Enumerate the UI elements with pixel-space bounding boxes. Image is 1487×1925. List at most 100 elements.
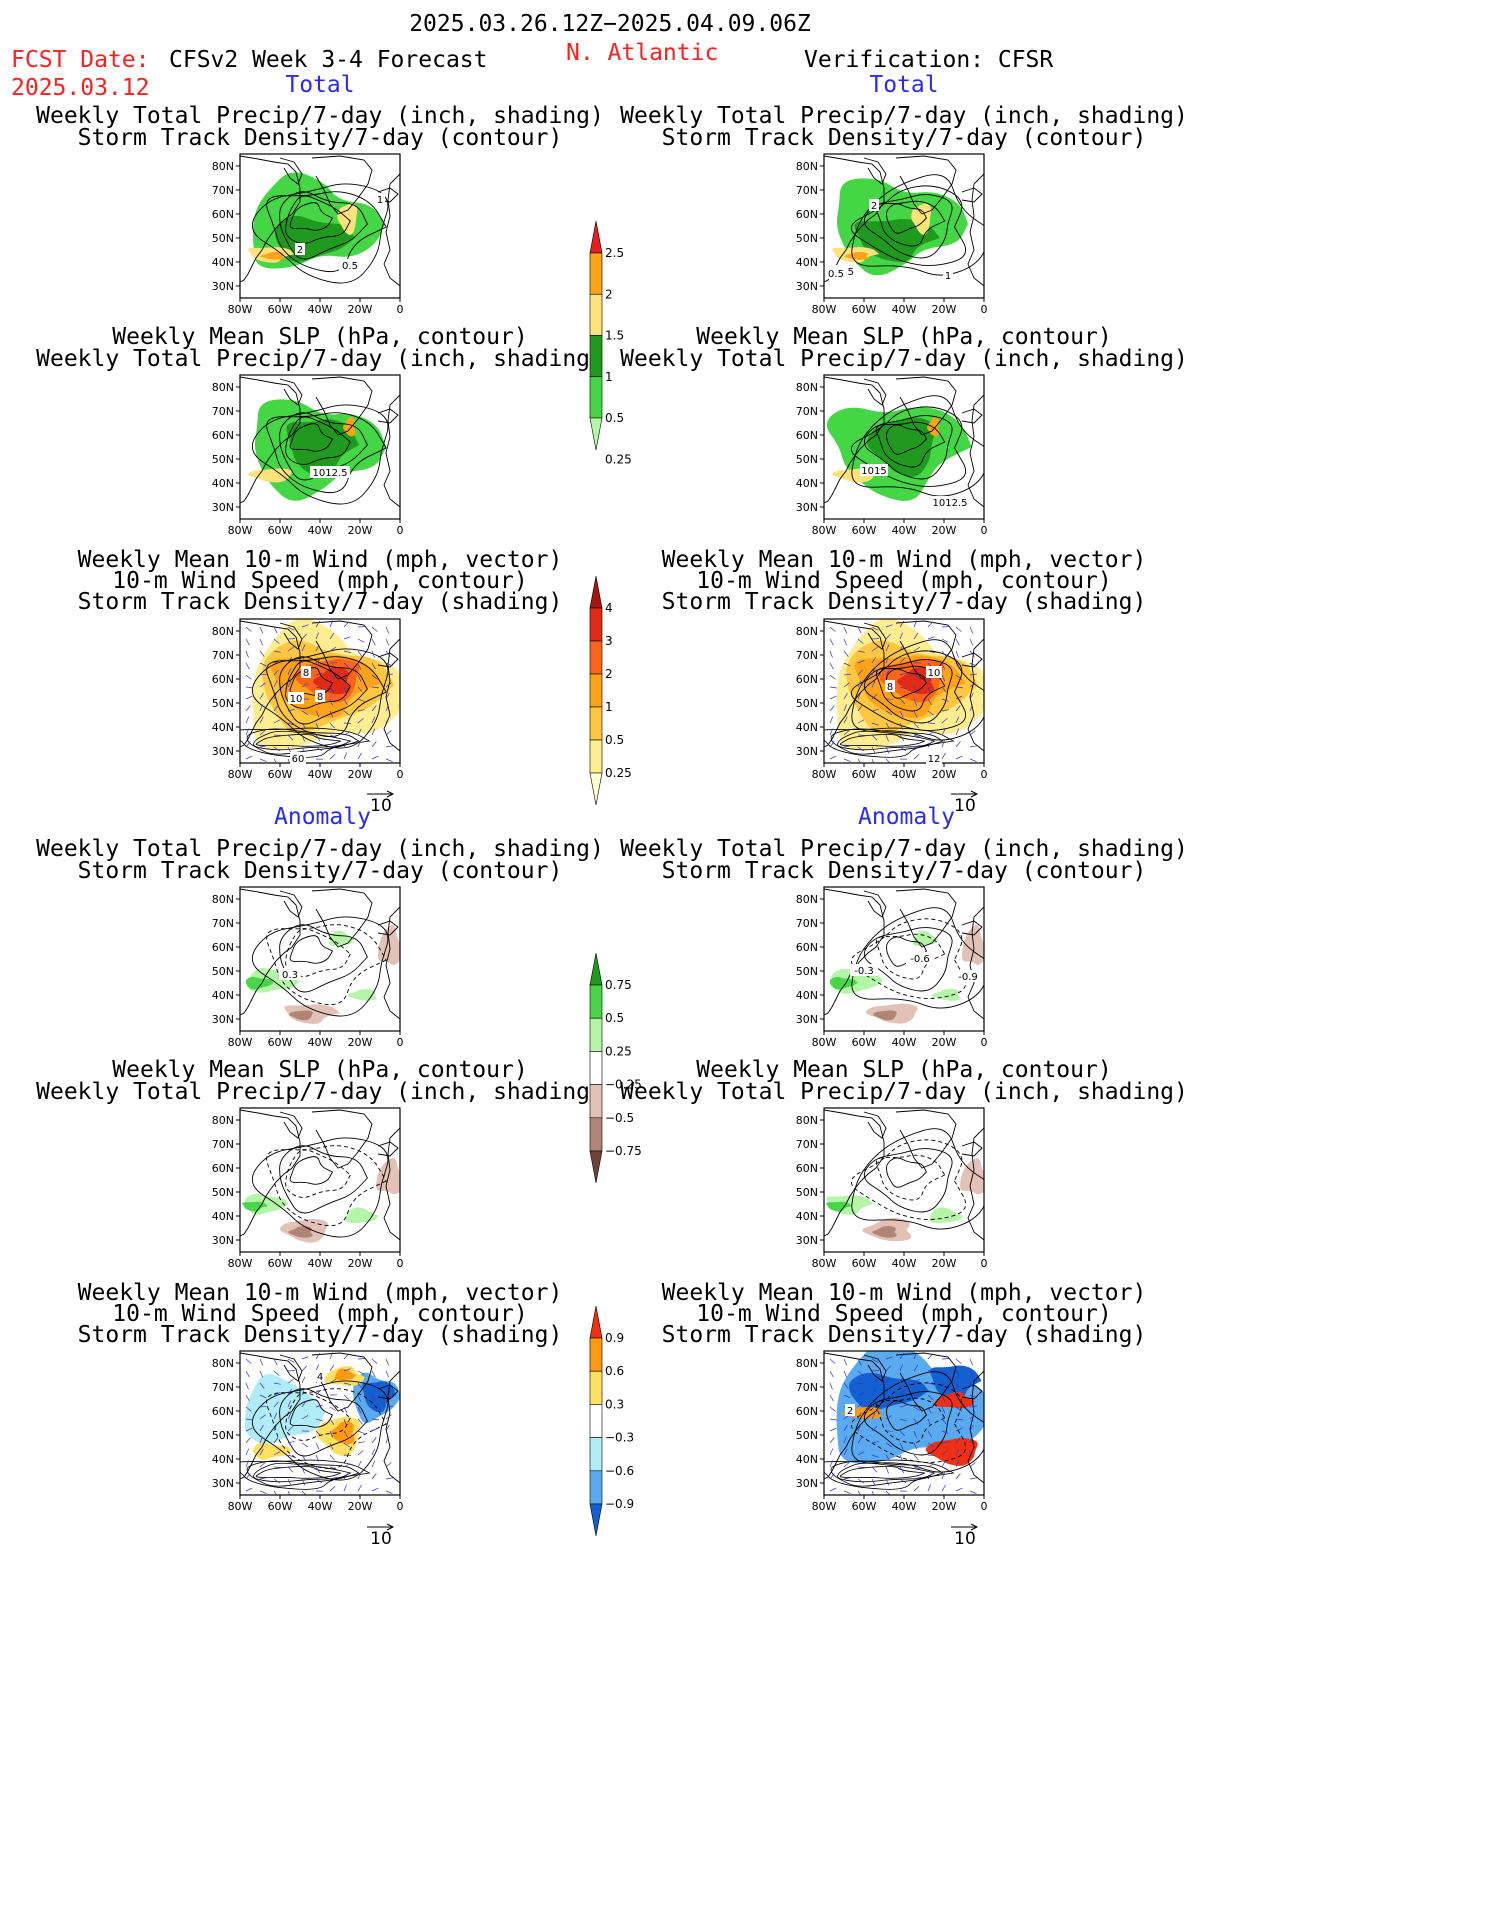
wind-vector — [955, 650, 959, 658]
lat-label-50N: 50N — [212, 1186, 234, 1199]
wind-vector — [969, 650, 975, 657]
lat-label-70N: 70N — [796, 184, 818, 197]
contour-label-bg — [869, 199, 879, 211]
wind-vector — [857, 638, 864, 644]
wind-vector — [955, 1460, 960, 1468]
colorbar-bottom-triangle — [589, 772, 603, 806]
speed-contour-0 — [839, 1466, 925, 1479]
shade-5 — [377, 924, 400, 965]
title-p6-line3: Storm Track Density/7-day (shading) — [77, 1322, 563, 1348]
lon-label-60W: 60W — [268, 1257, 293, 1270]
wind-vector — [899, 1364, 903, 1372]
wind-vector — [287, 1440, 295, 1444]
lat-label-50N: 50N — [796, 1429, 818, 1442]
colorbar-label: 1.5 — [605, 329, 624, 343]
title-p1-line2: Storm Track Density/7-day (contour) — [77, 125, 563, 151]
wind-vector — [829, 1370, 834, 1378]
wind-vector — [871, 1412, 876, 1420]
wind-vector — [843, 1448, 848, 1456]
lon-label-20W: 20W — [932, 1257, 957, 1270]
wind-vector — [273, 680, 278, 688]
contour-1 — [875, 200, 946, 247]
contour-3 — [850, 185, 966, 266]
coastline-2 — [377, 920, 399, 936]
wind-vector — [343, 1368, 351, 1372]
wind-vector — [273, 1412, 278, 1420]
wind-vector — [927, 1406, 932, 1414]
wind-vector — [259, 638, 264, 646]
shade-1 — [849, 1372, 929, 1411]
wind-vector — [885, 1401, 891, 1408]
wind-vector — [315, 734, 321, 742]
coastline-3 — [383, 1370, 400, 1484]
wind-vector — [301, 1356, 309, 1360]
wind-vector — [329, 722, 335, 729]
contour-label-bg — [290, 752, 306, 764]
wind-vector — [941, 1441, 949, 1444]
wind-vector — [245, 705, 251, 712]
panel-left-2: 80N 70N 60N 50N 40N 30N 80W 60W 40W 20W 0 1012.5 — [212, 374, 404, 537]
wind-vector — [301, 1388, 305, 1396]
wind-vector — [343, 722, 352, 724]
shade-3 — [288, 1226, 313, 1238]
wind-vector — [913, 1418, 919, 1425]
wind-vector — [857, 1370, 864, 1376]
wind-vector — [829, 650, 833, 658]
lon-label-60W: 60W — [852, 524, 877, 537]
wind-vector — [955, 626, 962, 632]
wind-vector — [315, 1466, 321, 1474]
wind-vector — [913, 722, 919, 729]
wind-vector — [385, 1414, 392, 1420]
wind-vector — [899, 710, 904, 718]
wind-vector — [287, 1388, 292, 1396]
wind-vector — [329, 674, 337, 679]
wind-vector — [357, 626, 366, 628]
contour-label: 1 — [377, 195, 383, 206]
colorbar-label: 2.5 — [605, 246, 624, 260]
wind-vector — [259, 1477, 267, 1480]
wind-vector — [273, 705, 279, 712]
lon-label-0: 0 — [397, 768, 404, 781]
wind-vector — [843, 758, 851, 762]
wind-vector — [259, 704, 263, 712]
wind-vector — [273, 1490, 277, 1495]
wind-vector — [315, 1364, 319, 1372]
title-p5-line2: Weekly Total Precip/7-day (inch, shading… — [36, 1079, 604, 1105]
lat-label-30N: 30N — [212, 1477, 234, 1490]
lon-label-60W: 60W — [852, 1257, 877, 1270]
contour-0 — [886, 424, 927, 455]
title-p3-line2: 10-m Wind Speed (mph, contour) — [112, 568, 528, 594]
coastline-2 — [961, 920, 983, 936]
wind-vector — [941, 1472, 945, 1480]
contour-label: 0.5 — [342, 261, 358, 272]
contour-label: 60 — [292, 754, 305, 765]
wind-vector — [245, 686, 253, 689]
wind-vector — [287, 1425, 294, 1432]
lat-label-70N: 70N — [212, 649, 234, 662]
wind-vector — [259, 650, 265, 657]
lon-label-0: 0 — [397, 1500, 404, 1513]
wind-vector — [857, 734, 866, 736]
wind-vector — [315, 644, 320, 652]
shade-4 — [931, 989, 961, 1001]
wind-vector — [343, 731, 351, 736]
wind-vector — [941, 1358, 950, 1360]
wind-vector — [969, 662, 977, 667]
wind-vector — [273, 692, 278, 700]
lon-label-40W: 40W — [892, 1500, 917, 1513]
lon-label-20W: 20W — [348, 1500, 373, 1513]
wind-vector — [843, 650, 849, 657]
wind-vector — [843, 1370, 848, 1378]
wind-vector — [259, 1358, 264, 1366]
wind-vector — [829, 686, 837, 689]
wind-vector — [899, 746, 907, 752]
wind-vector — [273, 758, 277, 763]
contour-label: 8 — [887, 682, 893, 693]
coastline-2 — [377, 652, 399, 668]
wind-vector — [301, 1401, 307, 1408]
wind-vector — [843, 745, 851, 748]
colorbar-label: 0.5 — [605, 1011, 624, 1025]
wind-vector — [899, 644, 904, 652]
panel-left-3: 80N 70N 60N 50N 40N 30N 80W 60W 40W 20W 0 8 10 8 60 — [212, 618, 404, 781]
